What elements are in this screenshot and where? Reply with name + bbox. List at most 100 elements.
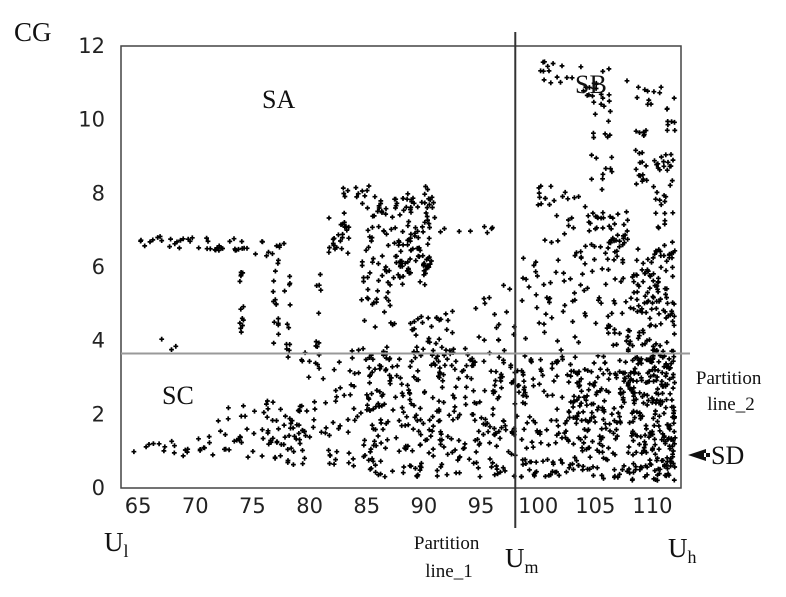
data-point [628,295,634,301]
data-point [419,460,424,466]
data-point [355,414,360,419]
data-point [476,442,482,448]
data-point [614,420,620,425]
data-point [595,407,600,413]
data-point [352,371,358,376]
data-point [574,458,579,464]
data-point [654,190,660,195]
data-point [572,290,577,296]
data-point [658,264,664,270]
data-point [393,394,398,400]
data-point [591,360,597,366]
data-point [487,456,493,462]
data-point [376,472,381,478]
data-point [605,245,611,251]
data-point [445,434,451,439]
data-point [656,400,662,406]
data-point [268,439,274,445]
data-point [530,444,536,450]
data-point [562,303,568,308]
data-point [547,202,552,207]
data-point [600,95,606,101]
data-point [496,337,501,343]
data-point [572,253,578,258]
data-point [415,368,421,374]
data-point [644,402,650,408]
data-point [625,217,630,223]
data-point [633,432,638,438]
data-point [586,387,592,393]
data-points [131,59,678,483]
data-point [386,268,392,274]
data-point [531,383,536,389]
data-point [651,372,657,378]
data-point [481,296,487,301]
data-point [593,86,599,91]
data-point [576,435,581,441]
data-point [631,385,637,391]
data-point [494,325,499,331]
data-point [500,418,506,424]
data-point [180,236,186,242]
data-point [603,250,608,256]
data-point [654,458,660,463]
data-point [238,329,244,335]
data-point [544,427,550,433]
data-point [619,404,624,410]
data-point [347,392,353,398]
data-point [634,272,640,278]
data-point [374,296,380,302]
data-point [434,315,440,320]
data-point [379,273,385,278]
data-point [424,264,430,270]
data-point [603,166,609,171]
data-point [656,423,662,429]
data-point [625,236,630,242]
data-point [611,406,617,411]
data-point [645,267,650,273]
data-point [665,471,671,476]
data-point [610,450,616,456]
data-point [672,119,677,125]
data-point [599,187,605,192]
data-point [579,445,585,451]
data-point [650,255,656,261]
data-point [642,87,648,93]
data-point [394,253,399,259]
data-point [609,310,615,316]
data-point [636,371,641,376]
data-point [654,283,660,289]
data-point [584,393,590,399]
data-point [663,405,669,411]
data-point [578,400,584,406]
data-point [534,428,540,434]
data-point [604,325,610,331]
data-point [288,421,294,426]
data-point [622,240,627,246]
data-point [366,183,372,189]
data-point [242,413,248,419]
data-point [500,374,505,380]
data-point [621,236,626,241]
data-point [601,455,606,461]
data-point [626,373,631,379]
partition-line-2-label: Partition line_2 [696,368,766,415]
data-point [576,462,582,468]
data-point [226,405,231,411]
data-point [420,320,425,325]
data-point [570,319,576,324]
data-point [437,437,443,443]
data-point [436,398,442,404]
data-point [573,420,579,426]
data-point [617,331,622,336]
data-point [626,341,632,347]
data-point [633,467,639,472]
data-point [302,455,307,461]
data-point [589,410,595,416]
data-point [642,271,648,276]
data-point [420,346,426,352]
x-tick-label: 90 [410,494,437,518]
y-tick-label: 6 [92,255,105,279]
data-point [569,75,575,81]
data-point [576,394,582,400]
